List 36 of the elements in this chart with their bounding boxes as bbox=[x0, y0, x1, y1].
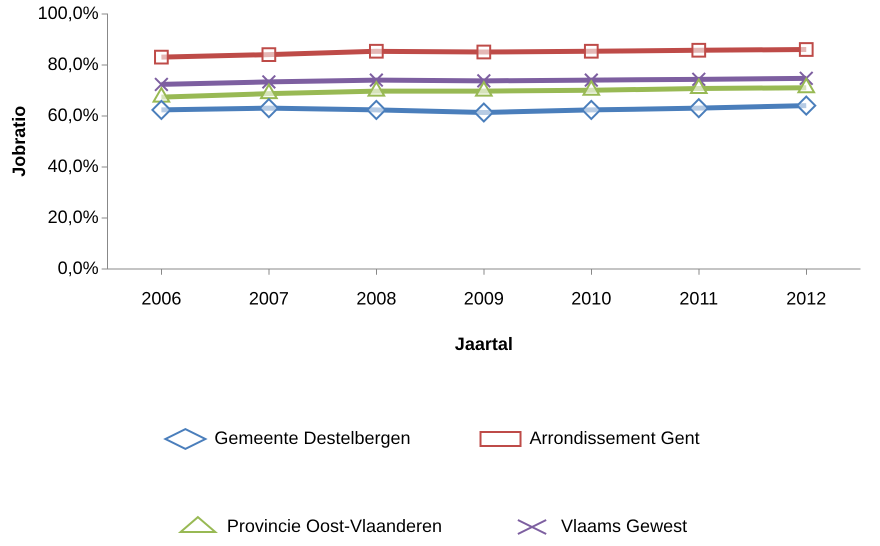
y-tick-label: 100,0% bbox=[38, 2, 99, 23]
x-tick-label: 2006 bbox=[141, 288, 182, 309]
point bbox=[262, 47, 276, 62]
legend-label: Arrondissement Gent bbox=[530, 428, 700, 448]
legend-label: Gemeente Destelbergen bbox=[214, 428, 411, 448]
point bbox=[262, 74, 276, 90]
point bbox=[796, 96, 816, 116]
x-tick-label: 2007 bbox=[248, 288, 289, 309]
point bbox=[581, 100, 602, 120]
point bbox=[688, 98, 709, 118]
x-axis-title: Jaartal bbox=[454, 334, 513, 354]
point bbox=[154, 77, 169, 92]
point bbox=[154, 50, 169, 65]
x-tick-label: 2012 bbox=[786, 288, 826, 309]
x-tick-label: 2011 bbox=[679, 288, 718, 309]
legend-label: Provincie Oost-Vlaanderen bbox=[226, 516, 442, 536]
legend-label: Vlaams Gewest bbox=[561, 516, 688, 536]
y-axis-title: Jobratio bbox=[8, 106, 29, 177]
point bbox=[798, 42, 814, 57]
point bbox=[151, 100, 172, 120]
point bbox=[691, 42, 706, 58]
x-tick-label: 2008 bbox=[356, 288, 396, 309]
x-tick-label: 2009 bbox=[464, 288, 504, 309]
point bbox=[366, 100, 386, 120]
point bbox=[584, 44, 599, 59]
x-tick-label: 2010 bbox=[571, 288, 612, 309]
y-tick-label: 40,0% bbox=[48, 156, 99, 176]
y-tick-label: 80,0% bbox=[48, 54, 99, 74]
point bbox=[474, 102, 494, 122]
y-tick-label: 0,0% bbox=[58, 258, 99, 278]
point bbox=[368, 44, 384, 59]
point bbox=[476, 44, 492, 60]
y-tick-label: 20,0% bbox=[48, 206, 99, 227]
point bbox=[258, 98, 279, 118]
y-tick-label: 60,0% bbox=[48, 104, 99, 125]
point bbox=[368, 72, 384, 88]
